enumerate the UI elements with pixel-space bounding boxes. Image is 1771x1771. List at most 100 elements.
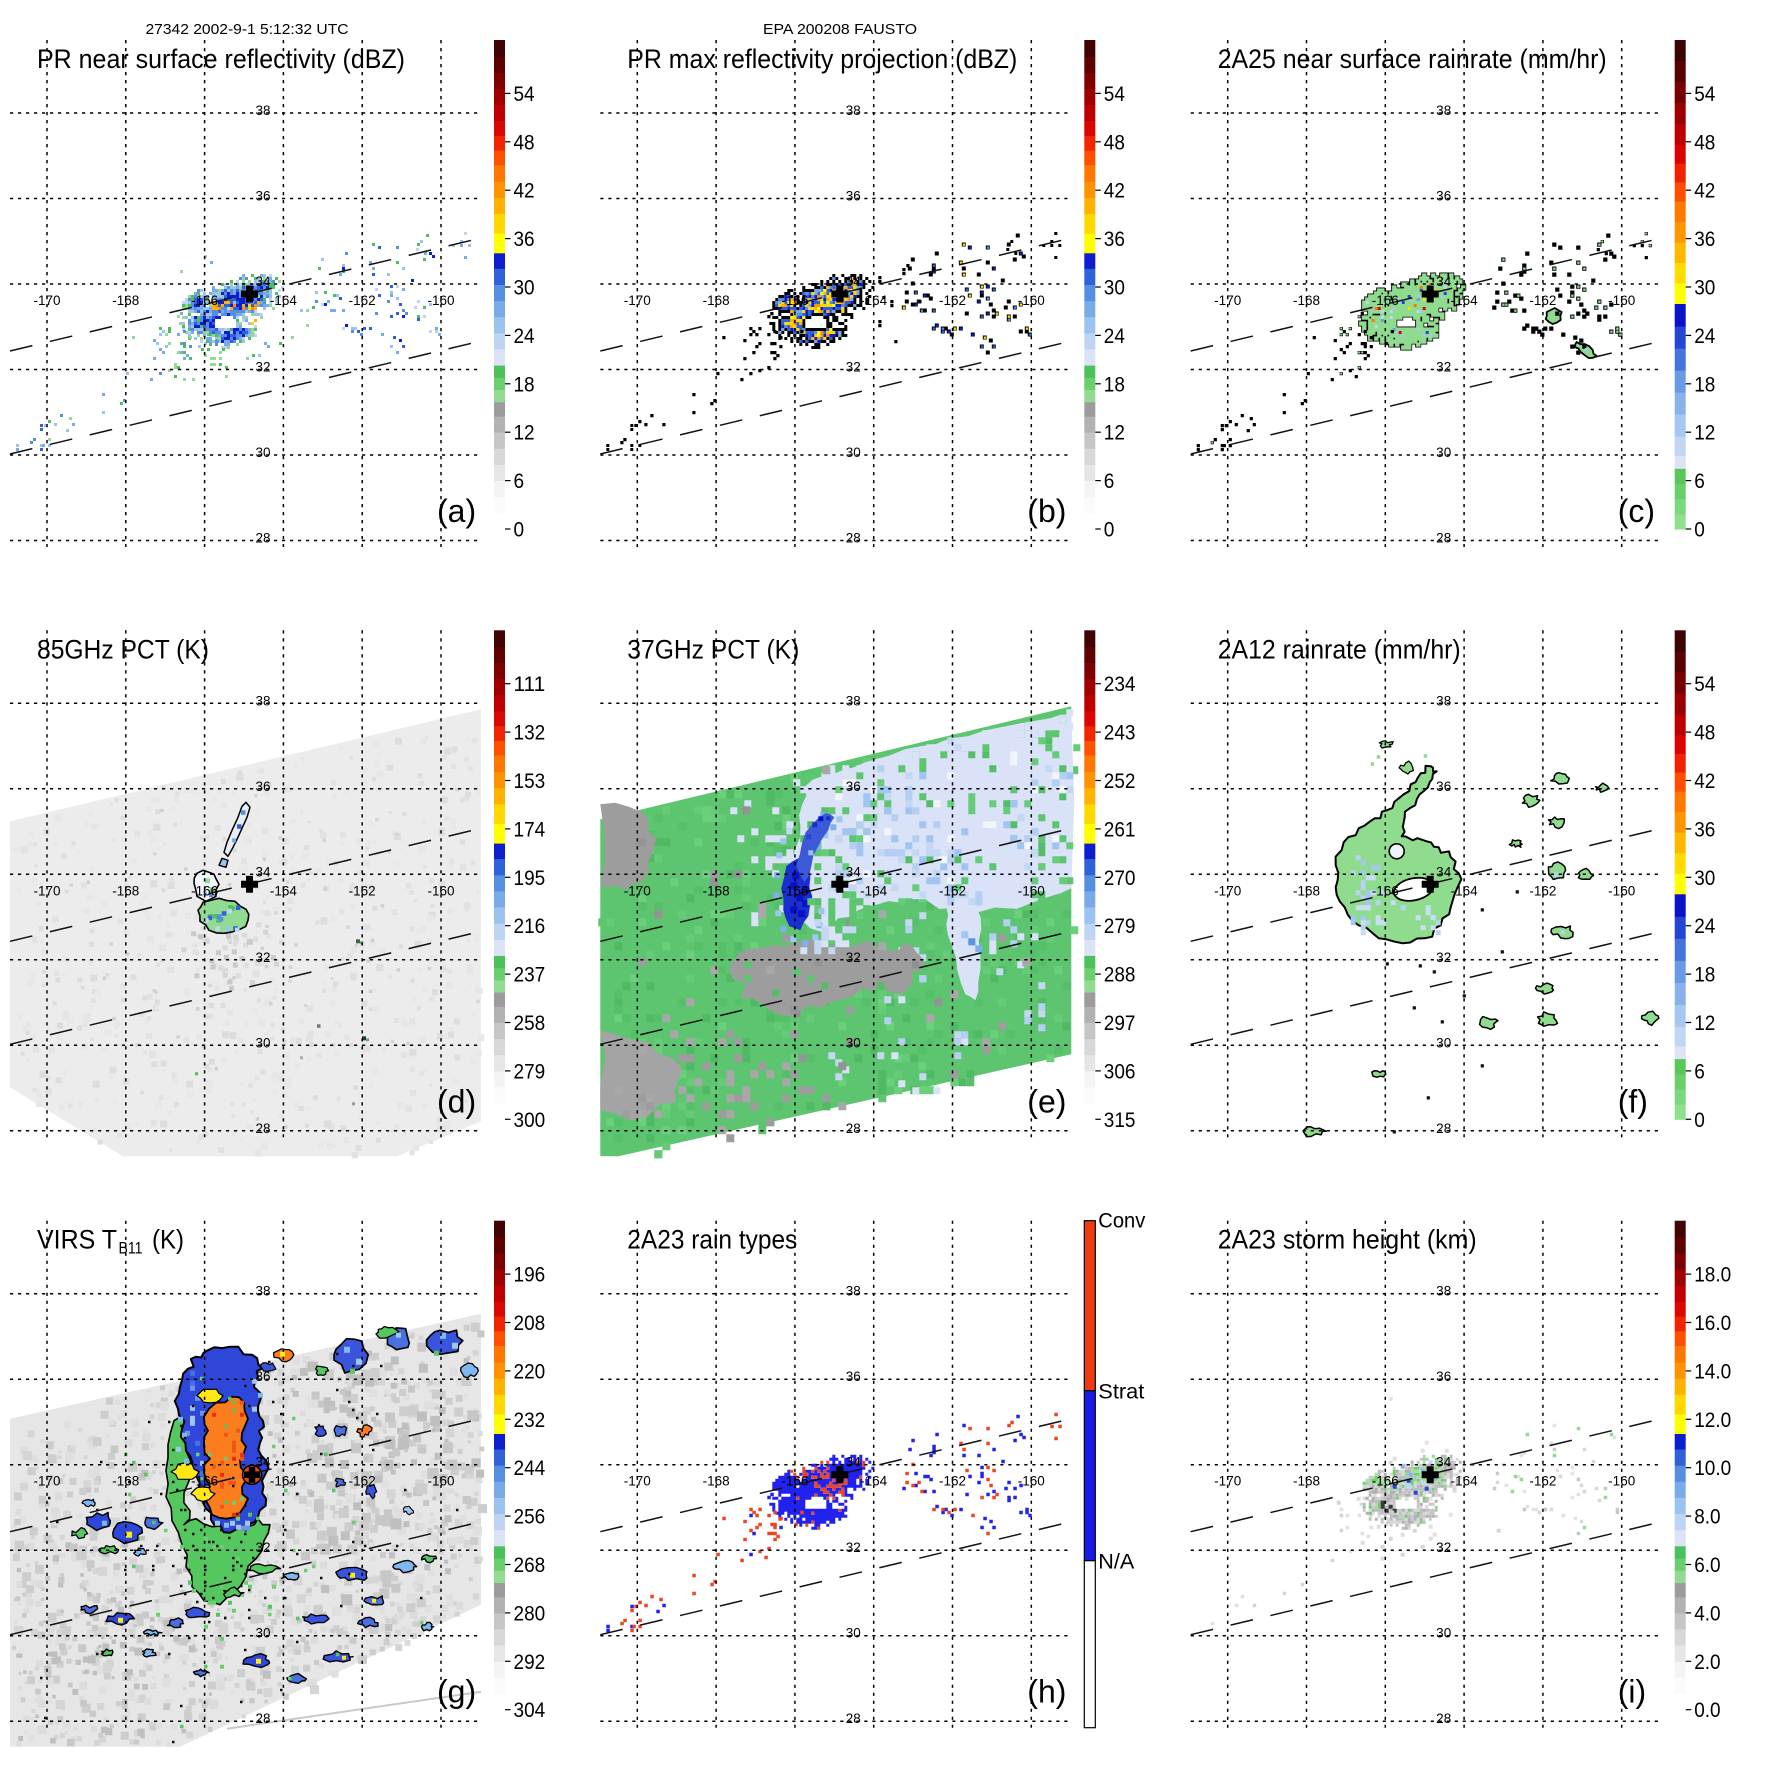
svg-text:34: 34 [846,1455,862,1470]
svg-text:(g): (g) [437,1674,476,1710]
svg-text:-166: -166 [781,1474,808,1489]
svg-text:-168: -168 [112,1474,139,1489]
svg-text:38: 38 [255,693,270,708]
svg-text:-162: -162 [1529,883,1556,898]
svg-text:38: 38 [255,1284,270,1299]
svg-text:12.0: 12.0 [1694,1409,1731,1432]
svg-text:216: 216 [514,915,546,938]
svg-text:279: 279 [514,1060,546,1083]
svg-text:30: 30 [846,445,861,460]
svg-text:-164: -164 [860,883,888,898]
svg-text:-160: -160 [427,293,454,308]
svg-text:-162: -162 [1529,293,1556,308]
svg-text:Strat: Strat [1098,1381,1144,1404]
svg-text:-160: -160 [1018,1474,1045,1489]
svg-text:-166: -166 [1372,293,1399,308]
svg-text:(f): (f) [1618,1083,1648,1119]
svg-text:48: 48 [514,131,535,154]
svg-text:36: 36 [1436,1369,1451,1384]
svg-text:-160: -160 [427,883,454,898]
svg-text:54: 54 [1104,83,1125,106]
svg-text:30: 30 [1104,277,1125,300]
svg-text:174: 174 [514,818,546,841]
svg-text:24: 24 [1694,915,1715,938]
svg-text:32: 32 [1436,1540,1451,1555]
svg-text:38: 38 [255,103,270,118]
svg-text:32: 32 [255,1540,270,1555]
svg-text:12: 12 [1694,1012,1715,1035]
svg-text:244: 244 [514,1457,546,1480]
svg-text:42: 42 [1694,770,1715,793]
svg-text:30: 30 [846,1626,861,1641]
svg-text:237: 237 [514,964,546,987]
svg-text:-168: -168 [1293,883,1320,898]
svg-text:-168: -168 [1293,293,1320,308]
svg-text:12: 12 [1104,422,1125,445]
svg-text:34: 34 [846,864,862,879]
svg-text:48: 48 [1694,722,1715,745]
svg-text:-162: -162 [349,293,376,308]
svg-text:18: 18 [514,373,535,396]
svg-text:6: 6 [1694,1060,1705,1083]
svg-text:28: 28 [255,1711,270,1726]
svg-text:30: 30 [1436,1626,1451,1641]
svg-text:18: 18 [1694,373,1715,396]
svg-text:30: 30 [255,445,270,460]
svg-text:36: 36 [255,1369,270,1384]
svg-text:0: 0 [514,519,525,542]
svg-text:-164: -164 [860,1474,888,1489]
svg-text:37GHz PCT (K): 37GHz PCT (K) [627,634,799,664]
svg-text:14.0: 14.0 [1694,1360,1731,1383]
svg-text:38: 38 [846,103,861,118]
svg-text:28: 28 [846,1121,861,1136]
svg-text:34: 34 [1436,864,1452,879]
svg-text:196: 196 [514,1264,546,1287]
svg-text:-170: -170 [1214,1474,1241,1489]
svg-text:-162: -162 [1529,1474,1556,1489]
svg-text:0.0: 0.0 [1694,1699,1720,1722]
svg-text:28: 28 [1436,1121,1451,1136]
svg-text:24: 24 [1694,325,1715,348]
svg-text:38: 38 [846,693,861,708]
svg-text:-170: -170 [1214,293,1241,308]
svg-text:300: 300 [514,1109,546,1132]
svg-text:4.0: 4.0 [1694,1602,1720,1625]
svg-text:12: 12 [514,422,535,445]
svg-text:(K): (K) [152,1225,184,1255]
svg-text:-170: -170 [33,1474,60,1489]
svg-text:279: 279 [1104,915,1136,938]
svg-text:315: 315 [1104,1109,1136,1132]
svg-text:24: 24 [514,325,535,348]
svg-text:6.0: 6.0 [1694,1554,1720,1577]
svg-text:32: 32 [846,950,861,965]
svg-text:48: 48 [1104,131,1125,154]
svg-text:0: 0 [1694,1109,1705,1132]
svg-text:EPA 200208 FAUSTO: EPA 200208 FAUSTO [763,21,917,38]
svg-text:42: 42 [1694,180,1715,203]
svg-text:-164: -164 [1451,293,1479,308]
svg-text:268: 268 [514,1554,546,1577]
svg-text:16.0: 16.0 [1694,1312,1731,1335]
svg-text:270: 270 [1104,867,1136,890]
svg-text:-168: -168 [703,293,730,308]
svg-text:30: 30 [1694,867,1715,890]
svg-text:32: 32 [1436,950,1451,965]
svg-text:30: 30 [1436,1035,1451,1050]
svg-text:38: 38 [1436,693,1451,708]
svg-text:-170: -170 [624,1474,651,1489]
svg-text:(a): (a) [437,493,476,529]
svg-text:38: 38 [1436,103,1451,118]
svg-text:18.0: 18.0 [1694,1264,1731,1287]
svg-text:-164: -164 [860,293,888,308]
svg-text:34: 34 [255,864,271,879]
svg-text:32: 32 [846,360,861,375]
svg-text:36: 36 [255,779,270,794]
svg-text:-162: -162 [939,293,966,308]
svg-text:(d): (d) [437,1083,476,1119]
svg-text:30: 30 [514,277,535,300]
svg-text:-170: -170 [1214,883,1241,898]
svg-text:36: 36 [1436,189,1451,204]
svg-text:0: 0 [1694,519,1705,542]
svg-text:38: 38 [846,1284,861,1299]
svg-text:-170: -170 [624,883,651,898]
